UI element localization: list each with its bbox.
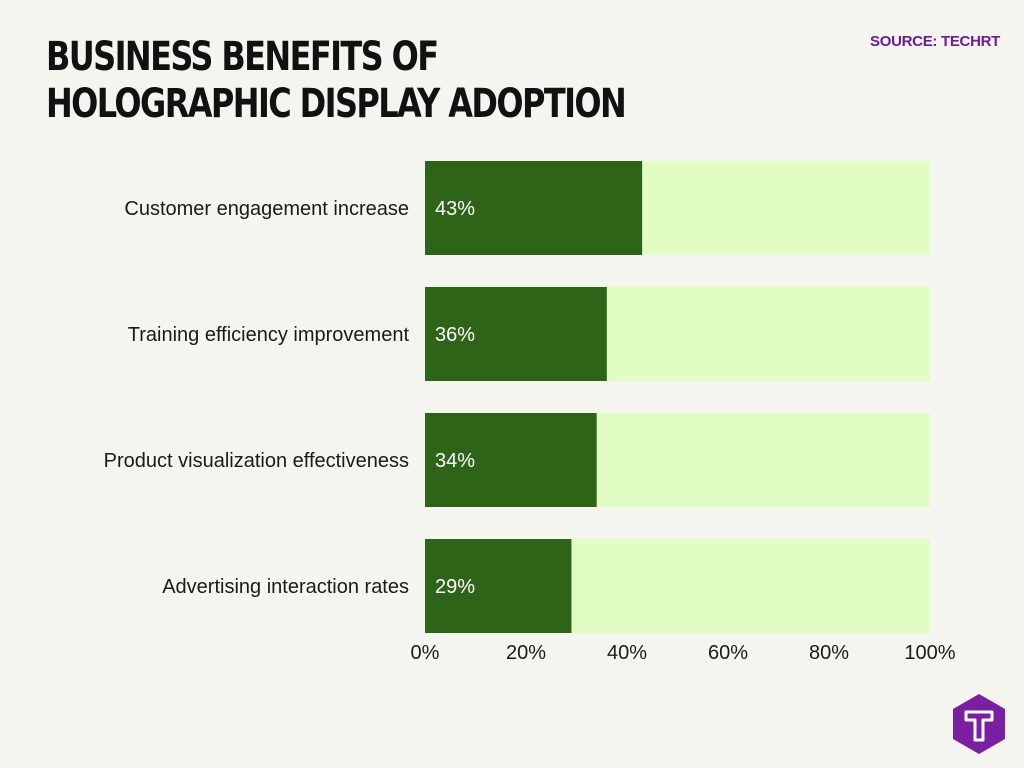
category-label-training-efficiency-improvement: Training efficiency improvement xyxy=(128,324,410,346)
value-label-training-efficiency-improvement: 36% xyxy=(435,324,475,346)
logo-letter-t xyxy=(964,710,994,742)
x-tick-label: 80% xyxy=(809,642,849,664)
x-tick-label: 0% xyxy=(411,642,440,664)
x-tick-label: 100% xyxy=(904,642,955,664)
source-label: SOURCE: TECHRT xyxy=(870,33,1000,50)
category-label-advertising-interaction-rates: Advertising interaction rates xyxy=(162,576,409,598)
bar-product-visualization-effectiveness[interactable] xyxy=(425,413,597,507)
category-label-customer-engagement-increase: Customer engagement increase xyxy=(124,198,409,220)
techrt-logo-icon[interactable] xyxy=(950,692,1008,756)
logo-hexagon xyxy=(953,694,1005,754)
value-label-product-visualization-effectiveness: 34% xyxy=(435,450,475,472)
bar-customer-engagement-increase[interactable] xyxy=(425,161,643,255)
x-tick-label: 60% xyxy=(708,642,748,664)
category-label-product-visualization-effectiveness: Product visualization effectiveness xyxy=(104,450,409,472)
x-tick-label: 20% xyxy=(506,642,546,664)
page-title: Business Benefits of Holographic Display… xyxy=(46,34,627,127)
bar-advertising-interaction-rates[interactable] xyxy=(425,539,572,633)
x-tick-label: 40% xyxy=(607,642,647,664)
bar-training-efficiency-improvement[interactable] xyxy=(425,287,607,381)
value-label-customer-engagement-increase: 43% xyxy=(435,198,475,220)
value-label-advertising-interaction-rates: 29% xyxy=(435,576,475,598)
